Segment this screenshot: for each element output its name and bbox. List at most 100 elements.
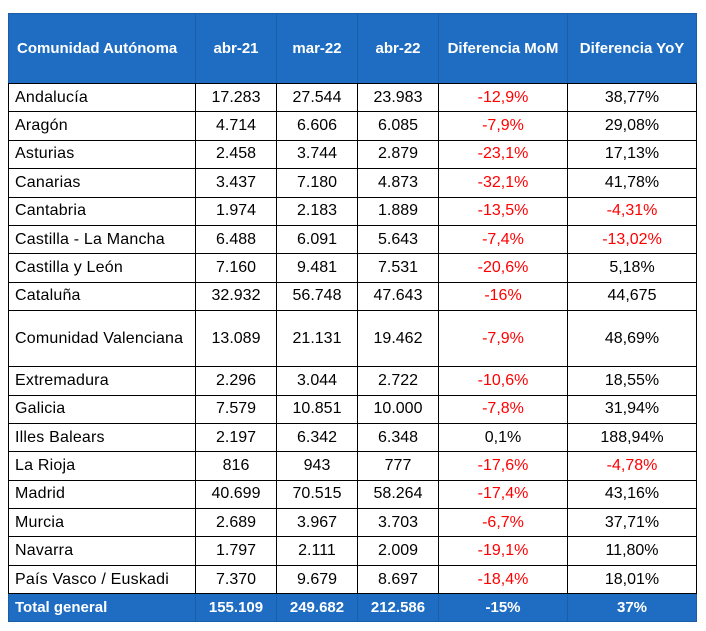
header-mar22: mar-22 [276,13,358,84]
region-name: País Vasco / Euskadi [8,564,196,595]
value-mar22: 9.481 [276,253,358,283]
table-row: Andalucía 17.283 27.544 23.983 -12,9% 38… [8,82,697,113]
value-mar22: 943 [276,451,358,481]
value-abr22: 10.000 [357,394,439,424]
value-mar22: 21.131 [276,310,358,368]
value-mar22: 27.544 [276,82,358,113]
total-abr22: 212.586 [357,593,439,623]
region-name: La Rioja [8,451,196,481]
value-yoy: 17,13% [567,139,697,170]
value-abr22: 7.531 [357,253,439,283]
table-row: La Rioja 816 943 777 -17,6% -4,78% [8,451,697,481]
value-yoy: -4,78% [567,451,697,481]
header-abr22: abr-22 [357,13,439,84]
value-abr22: 23.983 [357,82,439,113]
value-mom: -6,7% [438,508,568,538]
value-abr21: 40.699 [195,479,277,510]
value-abr22: 5.643 [357,224,439,255]
total-mar22: 249.682 [276,593,358,623]
total-mom: -15% [438,593,568,623]
value-abr21: 6.488 [195,224,277,255]
value-mom: -7,9% [438,310,568,368]
value-yoy: 31,94% [567,394,697,424]
value-yoy: 43,16% [567,479,697,510]
table-row: Navarra 1.797 2.111 2.009 -19,1% 11,80% [8,536,697,566]
value-abr21: 1.974 [195,196,277,226]
value-mom: -19,1% [438,536,568,566]
value-mom: -16% [438,281,568,312]
table-row: Castilla y León 7.160 9.481 7.531 -20,6%… [8,253,697,283]
region-name: Asturias [8,139,196,170]
value-yoy: 38,77% [567,82,697,113]
region-name: Navarra [8,536,196,566]
region-name: Madrid [8,479,196,510]
value-mom: -7,8% [438,394,568,424]
value-yoy: 37,71% [567,508,697,538]
value-yoy: -4,31% [567,196,697,226]
table-row: Murcia 2.689 3.967 3.703 -6,7% 37,71% [8,508,697,538]
region-name: Aragón [8,111,196,141]
table-row: Illes Balears 2.197 6.342 6.348 0,1% 188… [8,422,697,453]
value-abr21: 2.458 [195,139,277,170]
value-mar22: 2.183 [276,196,358,226]
region-name: Galicia [8,394,196,424]
value-mom: -17,6% [438,451,568,481]
value-yoy: -13,02% [567,224,697,255]
value-abr21: 3.437 [195,168,277,198]
region-name: Canarias [8,168,196,198]
value-abr21: 4.714 [195,111,277,141]
value-mom: -20,6% [438,253,568,283]
table-row: Castilla - La Mancha 6.488 6.091 5.643 -… [8,224,697,255]
region-name: Castilla y León [8,253,196,283]
value-yoy: 188,94% [567,422,697,453]
region-name: Cataluña [8,281,196,312]
value-abr21: 7.160 [195,253,277,283]
value-abr22: 3.703 [357,508,439,538]
value-mar22: 6.091 [276,224,358,255]
header-yoy: Diferencia YoY [567,13,697,84]
value-abr22: 2.879 [357,139,439,170]
value-abr22: 777 [357,451,439,481]
value-abr22: 6.348 [357,422,439,453]
region-name: Extremadura [8,366,196,396]
table-row: Galicia 7.579 10.851 10.000 -7,8% 31,94% [8,394,697,424]
value-abr22: 4.873 [357,168,439,198]
value-mom: -18,4% [438,564,568,595]
table-row: Comunidad Valenciana 13.089 21.131 19.46… [8,310,697,368]
value-abr22: 47.643 [357,281,439,312]
value-abr21: 2.197 [195,422,277,453]
value-abr21: 13.089 [195,310,277,368]
value-abr21: 32.932 [195,281,277,312]
value-abr22: 2.722 [357,366,439,396]
region-name: Andalucía [8,82,196,113]
value-mar22: 3.744 [276,139,358,170]
table-row: Extremadura 2.296 3.044 2.722 -10,6% 18,… [8,366,697,396]
value-yoy: 41,78% [567,168,697,198]
table-row: Asturias 2.458 3.744 2.879 -23,1% 17,13% [8,139,697,170]
regional-data-table: Comunidad Autónoma abr-21 mar-22 abr-22 … [8,13,697,623]
value-mom: -12,9% [438,82,568,113]
table-row: Madrid 40.699 70.515 58.264 -17,4% 43,16… [8,479,697,510]
value-mom: -17,4% [438,479,568,510]
header-abr21: abr-21 [195,13,277,84]
value-mar22: 7.180 [276,168,358,198]
value-abr22: 6.085 [357,111,439,141]
table-row: País Vasco / Euskadi 7.370 9.679 8.697 -… [8,564,697,595]
value-yoy: 5,18% [567,253,697,283]
table-row: Canarias 3.437 7.180 4.873 -32,1% 41,78% [8,168,697,198]
value-yoy: 18,01% [567,564,697,595]
value-mar22: 3.967 [276,508,358,538]
value-mom: -32,1% [438,168,568,198]
value-mom: -10,6% [438,366,568,396]
table-row: Aragón 4.714 6.606 6.085 -7,9% 29,08% [8,111,697,141]
value-mar22: 3.044 [276,366,358,396]
value-mar22: 10.851 [276,394,358,424]
value-yoy: 18,55% [567,366,697,396]
value-mar22: 6.606 [276,111,358,141]
total-label: Total general [8,593,196,623]
value-mar22: 9.679 [276,564,358,595]
value-yoy: 29,08% [567,111,697,141]
value-mar22: 6.342 [276,422,358,453]
region-name: Comunidad Valenciana [8,310,196,368]
value-abr22: 1.889 [357,196,439,226]
